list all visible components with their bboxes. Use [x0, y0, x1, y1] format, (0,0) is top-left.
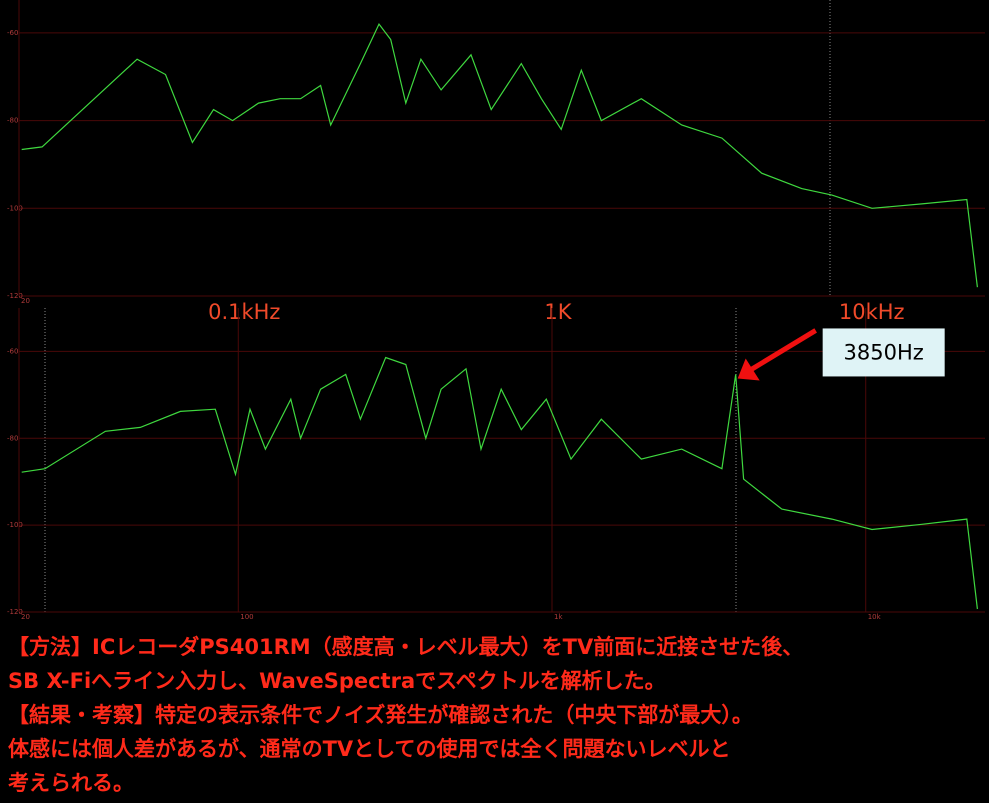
frequency-label: 0.1kHz: [208, 300, 280, 324]
x-tick-label: 1k: [554, 613, 563, 621]
spectrum-line: [21, 356, 978, 610]
caption-line: SB X-Fiへライン入力し、WaveSpectraでスペクトルを解析した。: [8, 669, 666, 693]
arrow-head: [737, 358, 760, 381]
y-tick-label: -80: [7, 117, 18, 125]
y-tick-label: -120: [7, 608, 23, 616]
spectrum-line: [21, 22, 978, 288]
x-tick-label: 20: [21, 613, 30, 621]
y-tick-label: -80: [7, 434, 18, 442]
x-tick-label: 10k: [868, 613, 882, 621]
frequency-label: 10kHz: [839, 300, 905, 324]
y-tick-label: -120: [7, 292, 23, 300]
y-tick-label: -60: [7, 347, 18, 355]
caption-line: 【方法】ICレコーダPS401RM（感度高・レベル最大）をTV前面に近接させた後…: [8, 635, 803, 659]
frequency-label: 1K: [544, 300, 572, 324]
caption-line: 考えられる。: [8, 771, 134, 795]
x-tick-label: 100: [240, 613, 253, 621]
arrow-shaft: [748, 328, 817, 373]
y-tick-label: -60: [7, 29, 18, 37]
y-tick-label: -100: [7, 204, 23, 212]
y-tick-label: -100: [7, 521, 23, 529]
callout-box: [822, 328, 945, 377]
caption-line: 体感には個人差があるが、通常のTVとしての使用では全く問題ないレベルと: [8, 737, 731, 761]
x-tick-label: 20: [21, 297, 30, 305]
caption-line: 【結果・考察】特定の表示条件でノイズ発生が確認された（中央下部が最大）。: [8, 703, 753, 727]
callout-label: 3850Hz: [844, 340, 924, 364]
